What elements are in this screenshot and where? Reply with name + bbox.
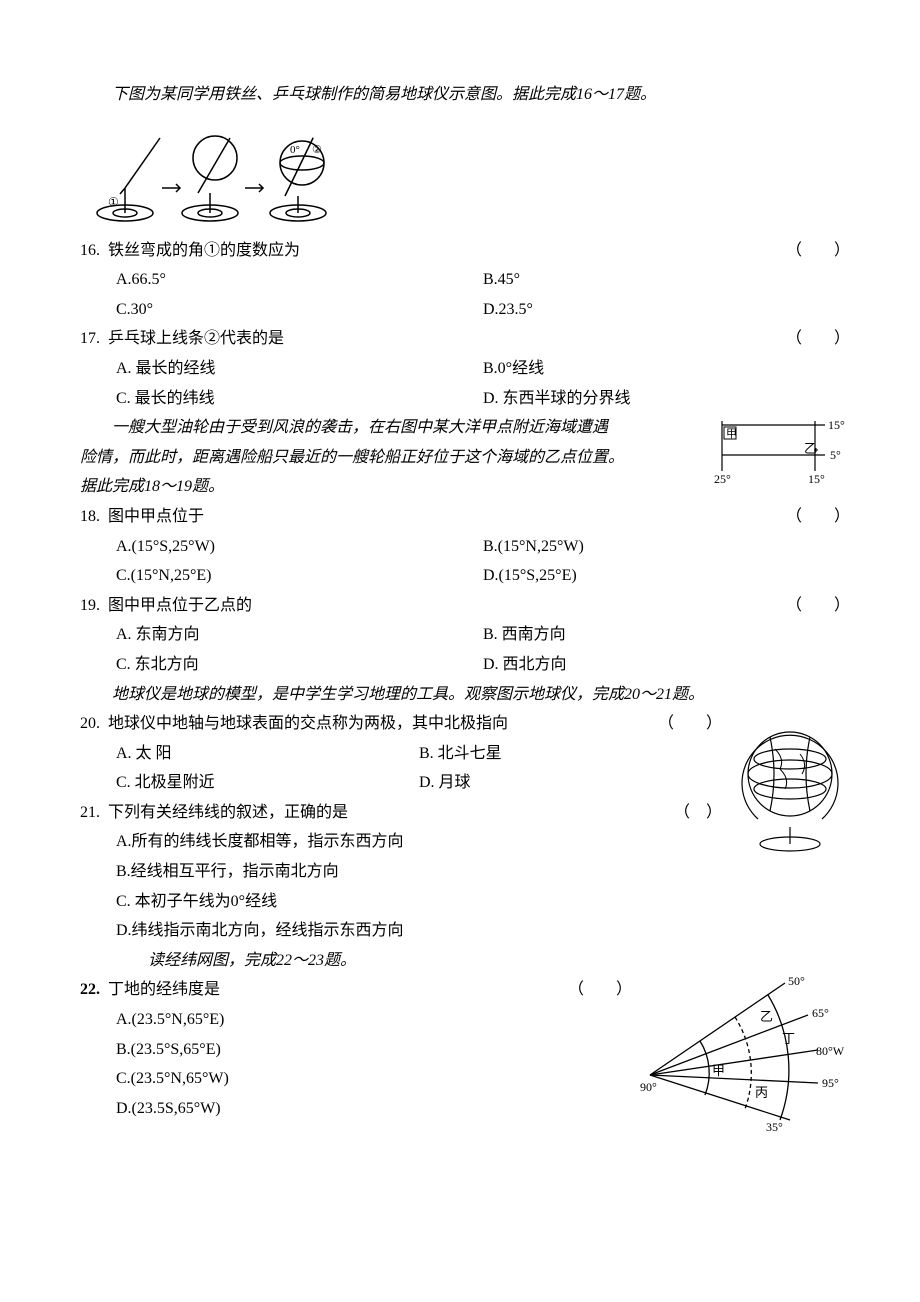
opt-19-C: C. 东北方向 (116, 650, 483, 680)
options-20: A. 太 阳 B. 北斗七星 C. 北极星附近 D. 月球 (80, 739, 722, 798)
opt-17-C: C. 最长的纬线 (116, 384, 483, 414)
paren-16: （ ） (786, 236, 850, 266)
paren-21: （ ） (674, 798, 722, 828)
qtext-21: 下列有关经纬线的叙述，正确的是 (108, 798, 674, 828)
map-25: 25° (714, 472, 731, 486)
intro-18-19-b: 险情，而此时，距离遇险船只最近的一艘轮船正好位于这个海域的乙点位置。 (80, 443, 702, 473)
opt-21-A: A.所有的纬线长度都相等，指示东西方向 (116, 827, 722, 857)
opt-19-B: B. 西南方向 (483, 620, 850, 650)
options-18: A.(15°S,25°W) B.(15°N,25°W) C.(15°N,25°E… (80, 532, 850, 591)
intro-20-21: 地球仪是地球的模型，是中学生学习地理的工具。观察图示地球仪，完成20～21题。 (80, 680, 850, 710)
map-label-jia: 甲 (726, 428, 737, 440)
question-21: 21. 下列有关经纬线的叙述，正确的是 （ ） (80, 798, 722, 828)
opt-22-D: D.(23.5S,65°W) (116, 1094, 632, 1124)
polar-35: 35° (766, 1120, 783, 1134)
opt-18-C: C.(15°N,25°E) (116, 561, 483, 591)
opt-22-A: A.(23.5°N,65°E) (116, 1005, 632, 1035)
figure-grid-map: 甲 乙 15° 5° 25° 15° (710, 413, 850, 488)
polar-yi: 乙 (760, 1009, 773, 1024)
opt-21-C: C. 本初子午线为0°经线 (116, 887, 722, 917)
qtext-19: 图中甲点位于乙点的 (108, 591, 786, 621)
paren-19: （ ） (786, 591, 850, 621)
qnum-20: 20. (80, 709, 108, 739)
qnum-21: 21. (80, 798, 108, 828)
figure-polar-grid: 50° 65° 80°W 95° 35° 90° 乙 丁 甲 丙 (640, 975, 850, 1135)
paren-20: （ ） (658, 709, 722, 739)
qtext-20: 地球仪中地轴与地球表面的交点称为两极，其中北极指向 (108, 709, 658, 739)
intro-16-17: 下图为某同学用铁丝、乒乓球制作的简易地球仪示意图。据此完成16～17题。 (80, 80, 850, 110)
polar-80w: 80°W (816, 1044, 845, 1058)
svg-text:0°: 0° (290, 144, 300, 156)
polar-90: 90° (640, 1080, 657, 1094)
paren-18: （ ） (786, 502, 850, 532)
opt-22-C: C.(23.5°N,65°W) (116, 1064, 632, 1094)
opt-17-D: D. 东西半球的分界线 (483, 384, 850, 414)
qnum-18: 18. (80, 502, 108, 532)
options-19: A. 东南方向 B. 西南方向 C. 东北方向 D. 西北方向 (80, 620, 850, 679)
map-15t: 15° (828, 418, 845, 432)
svg-text:①: ① (108, 195, 119, 209)
opt-16-A: A.66.5° (116, 265, 483, 295)
opt-21-B: B.经线相互平行，指示南北方向 (116, 857, 722, 887)
opt-18-A: A.(15°S,25°W) (116, 532, 483, 562)
figure-globe-steps: ① 0° ② (80, 118, 850, 228)
options-17: A. 最长的经线 B.0°经线 C. 最长的纬线 D. 东西半球的分界线 (80, 354, 850, 413)
opt-17-B: B.0°经线 (483, 354, 850, 384)
opt-19-D: D. 西北方向 (483, 650, 850, 680)
qtext-16: 铁丝弯成的角①的度数应为 (108, 236, 786, 266)
intro-22-23: 读经纬网图，完成22～23题。 (80, 946, 850, 976)
question-16: 16. 铁丝弯成的角①的度数应为 （ ） (80, 236, 850, 266)
polar-bing: 丙 (755, 1085, 768, 1100)
intro-18-19-c: 据此完成18～19题。 (80, 472, 702, 502)
polar-95: 95° (822, 1076, 839, 1090)
qnum-17: 17. (80, 324, 108, 354)
opt-20-A: A. 太 阳 (116, 739, 419, 769)
qtext-18: 图中甲点位于 (108, 502, 786, 532)
opt-17-A: A. 最长的经线 (116, 354, 483, 384)
options-22: A.(23.5°N,65°E) B.(23.5°S,65°E) C.(23.5°… (80, 1005, 632, 1123)
question-18: 18. 图中甲点位于 （ ） (80, 502, 850, 532)
opt-16-D: D.23.5° (483, 295, 850, 325)
options-16: A.66.5° B.45° C.30° D.23.5° (80, 265, 850, 324)
opt-20-D: D. 月球 (419, 768, 722, 798)
opt-19-A: A. 东南方向 (116, 620, 483, 650)
opt-21-D: D.纬线指示南北方向，经线指示东西方向 (116, 916, 722, 946)
qnum-16: 16. (80, 236, 108, 266)
figure-globe (730, 709, 850, 859)
intro-18-19-a: 一艘大型油轮由于受到风浪的袭击，在右图中某大洋甲点附近海域遭遇 (80, 413, 702, 443)
polar-65: 65° (812, 1006, 829, 1020)
question-19: 19. 图中甲点位于乙点的 （ ） (80, 591, 850, 621)
map-label-yi: 乙 (804, 441, 817, 456)
qnum-19: 19. (80, 591, 108, 621)
map-15b: 15° (808, 472, 825, 486)
svg-text:②: ② (312, 144, 322, 156)
opt-22-B: B.(23.5°S,65°E) (116, 1035, 632, 1065)
polar-jia: 甲 (712, 1063, 725, 1078)
polar-50: 50° (788, 975, 805, 988)
opt-20-C: C. 北极星附近 (116, 768, 419, 798)
qtext-22: 丁地的经纬度是 (108, 975, 568, 1005)
qnum-22: 22. (80, 975, 108, 1005)
opt-20-B: B. 北斗七星 (419, 739, 722, 769)
opt-16-C: C.30° (116, 295, 483, 325)
question-20: 20. 地球仪中地轴与地球表面的交点称为两极，其中北极指向 （ ） (80, 709, 722, 739)
options-21: A.所有的纬线长度都相等，指示东西方向 B.经线相互平行，指示南北方向 C. 本… (80, 827, 722, 945)
qtext-17: 乒乓球上线条②代表的是 (108, 324, 786, 354)
map-5: 5° (830, 448, 841, 462)
question-22: 22. 丁地的经纬度是 （ ） (80, 975, 632, 1005)
opt-18-D: D.(15°S,25°E) (483, 561, 850, 591)
paren-17: （ ） (786, 324, 850, 354)
paren-22: （ ） (568, 975, 632, 1005)
question-17: 17. 乒乓球上线条②代表的是 （ ） (80, 324, 850, 354)
polar-ding: 丁 (782, 1031, 795, 1046)
opt-16-B: B.45° (483, 265, 850, 295)
opt-18-B: B.(15°N,25°W) (483, 532, 850, 562)
